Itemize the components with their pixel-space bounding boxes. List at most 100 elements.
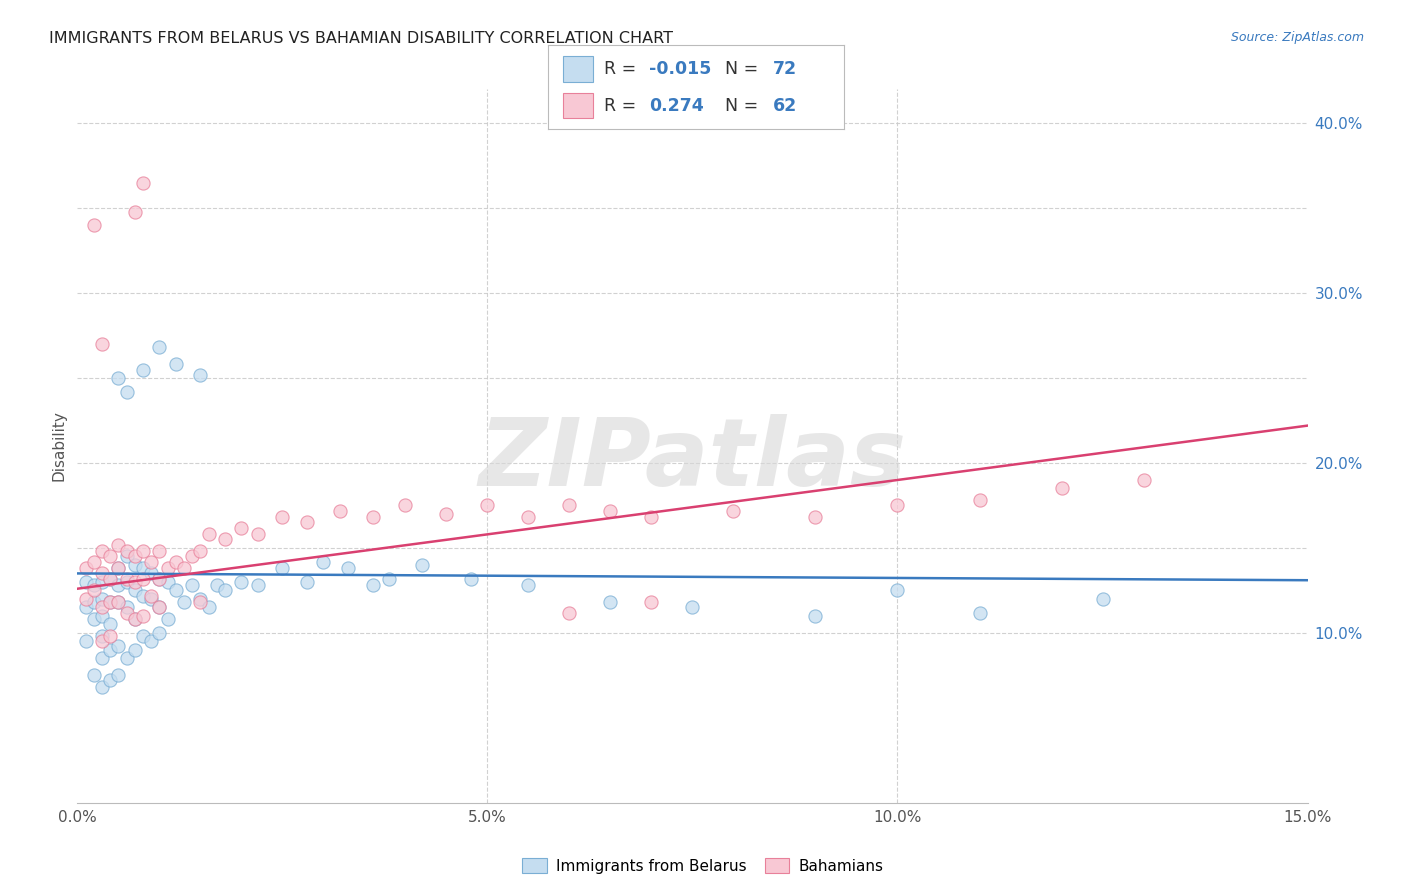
Point bbox=[188, 368, 212, 382]
Point bbox=[329, 503, 352, 517]
Point bbox=[361, 510, 384, 524]
Point bbox=[804, 510, 827, 524]
Point bbox=[124, 612, 146, 626]
Point bbox=[132, 572, 155, 586]
Point bbox=[115, 600, 138, 615]
Text: N =: N = bbox=[725, 60, 765, 78]
Point bbox=[173, 595, 195, 609]
Text: N =: N = bbox=[725, 96, 765, 114]
Point bbox=[115, 574, 138, 589]
Point bbox=[969, 493, 991, 508]
Point bbox=[90, 634, 114, 648]
Point bbox=[214, 533, 236, 547]
Point bbox=[337, 561, 360, 575]
Point bbox=[90, 600, 114, 615]
Text: Source: ZipAtlas.com: Source: ZipAtlas.com bbox=[1230, 31, 1364, 45]
Point bbox=[98, 549, 121, 564]
Point bbox=[115, 572, 138, 586]
Point bbox=[83, 612, 105, 626]
Point bbox=[107, 668, 129, 682]
Point bbox=[599, 595, 621, 609]
Point bbox=[124, 583, 146, 598]
Point bbox=[83, 218, 105, 232]
Point bbox=[394, 499, 416, 513]
Point bbox=[165, 583, 187, 598]
Point bbox=[1091, 591, 1114, 606]
Point bbox=[181, 549, 204, 564]
Point bbox=[107, 640, 129, 654]
Point bbox=[83, 578, 105, 592]
Point bbox=[132, 589, 155, 603]
Point bbox=[156, 574, 179, 589]
Point bbox=[141, 634, 163, 648]
FancyBboxPatch shape bbox=[564, 93, 593, 119]
Point bbox=[115, 651, 138, 665]
Point bbox=[295, 574, 318, 589]
Point bbox=[205, 578, 228, 592]
Point bbox=[271, 510, 294, 524]
Point bbox=[90, 651, 114, 665]
Point bbox=[156, 561, 179, 575]
Point bbox=[98, 629, 121, 643]
Point bbox=[148, 572, 170, 586]
Point bbox=[83, 668, 105, 682]
Text: IMMIGRANTS FROM BELARUS VS BAHAMIAN DISABILITY CORRELATION CHART: IMMIGRANTS FROM BELARUS VS BAHAMIAN DISA… bbox=[49, 31, 673, 46]
Point bbox=[148, 600, 170, 615]
Point bbox=[148, 544, 170, 558]
Point bbox=[115, 606, 138, 620]
Point bbox=[231, 520, 253, 534]
Text: R =: R = bbox=[605, 60, 643, 78]
Point bbox=[98, 643, 121, 657]
Point bbox=[214, 583, 236, 598]
Point bbox=[188, 591, 212, 606]
Point bbox=[682, 600, 704, 615]
Point bbox=[98, 595, 121, 609]
Point bbox=[132, 629, 155, 643]
Point bbox=[188, 544, 212, 558]
Point bbox=[148, 572, 170, 586]
Point bbox=[181, 578, 204, 592]
Point bbox=[148, 600, 170, 615]
Point bbox=[132, 362, 155, 376]
Point bbox=[83, 595, 105, 609]
Point bbox=[124, 558, 146, 572]
Point bbox=[115, 549, 138, 564]
Point bbox=[723, 503, 745, 517]
Text: R =: R = bbox=[605, 96, 643, 114]
Point bbox=[141, 591, 163, 606]
Point bbox=[98, 595, 121, 609]
Point bbox=[246, 527, 269, 541]
Point bbox=[295, 516, 318, 530]
Point bbox=[1132, 473, 1154, 487]
Point bbox=[90, 544, 114, 558]
Point bbox=[886, 499, 908, 513]
Point bbox=[90, 566, 114, 581]
Point bbox=[107, 595, 129, 609]
Point bbox=[411, 558, 433, 572]
Point bbox=[90, 629, 114, 643]
Point bbox=[115, 384, 138, 399]
Point bbox=[141, 589, 163, 603]
Point bbox=[83, 555, 105, 569]
Point bbox=[197, 527, 219, 541]
Text: 0.274: 0.274 bbox=[648, 96, 703, 114]
Point bbox=[107, 561, 129, 575]
Point bbox=[640, 510, 662, 524]
Point bbox=[124, 612, 146, 626]
Point bbox=[558, 499, 581, 513]
Point bbox=[886, 583, 908, 598]
Point bbox=[460, 572, 482, 586]
Y-axis label: Disability: Disability bbox=[51, 410, 66, 482]
Point bbox=[148, 626, 170, 640]
Point bbox=[173, 561, 195, 575]
Point bbox=[83, 583, 105, 598]
Point bbox=[517, 578, 540, 592]
Point bbox=[107, 371, 129, 385]
Point bbox=[969, 606, 991, 620]
Point bbox=[107, 537, 129, 551]
Point bbox=[98, 617, 121, 632]
Point bbox=[115, 544, 138, 558]
Point bbox=[124, 643, 146, 657]
Point bbox=[188, 595, 212, 609]
Point bbox=[132, 608, 155, 623]
